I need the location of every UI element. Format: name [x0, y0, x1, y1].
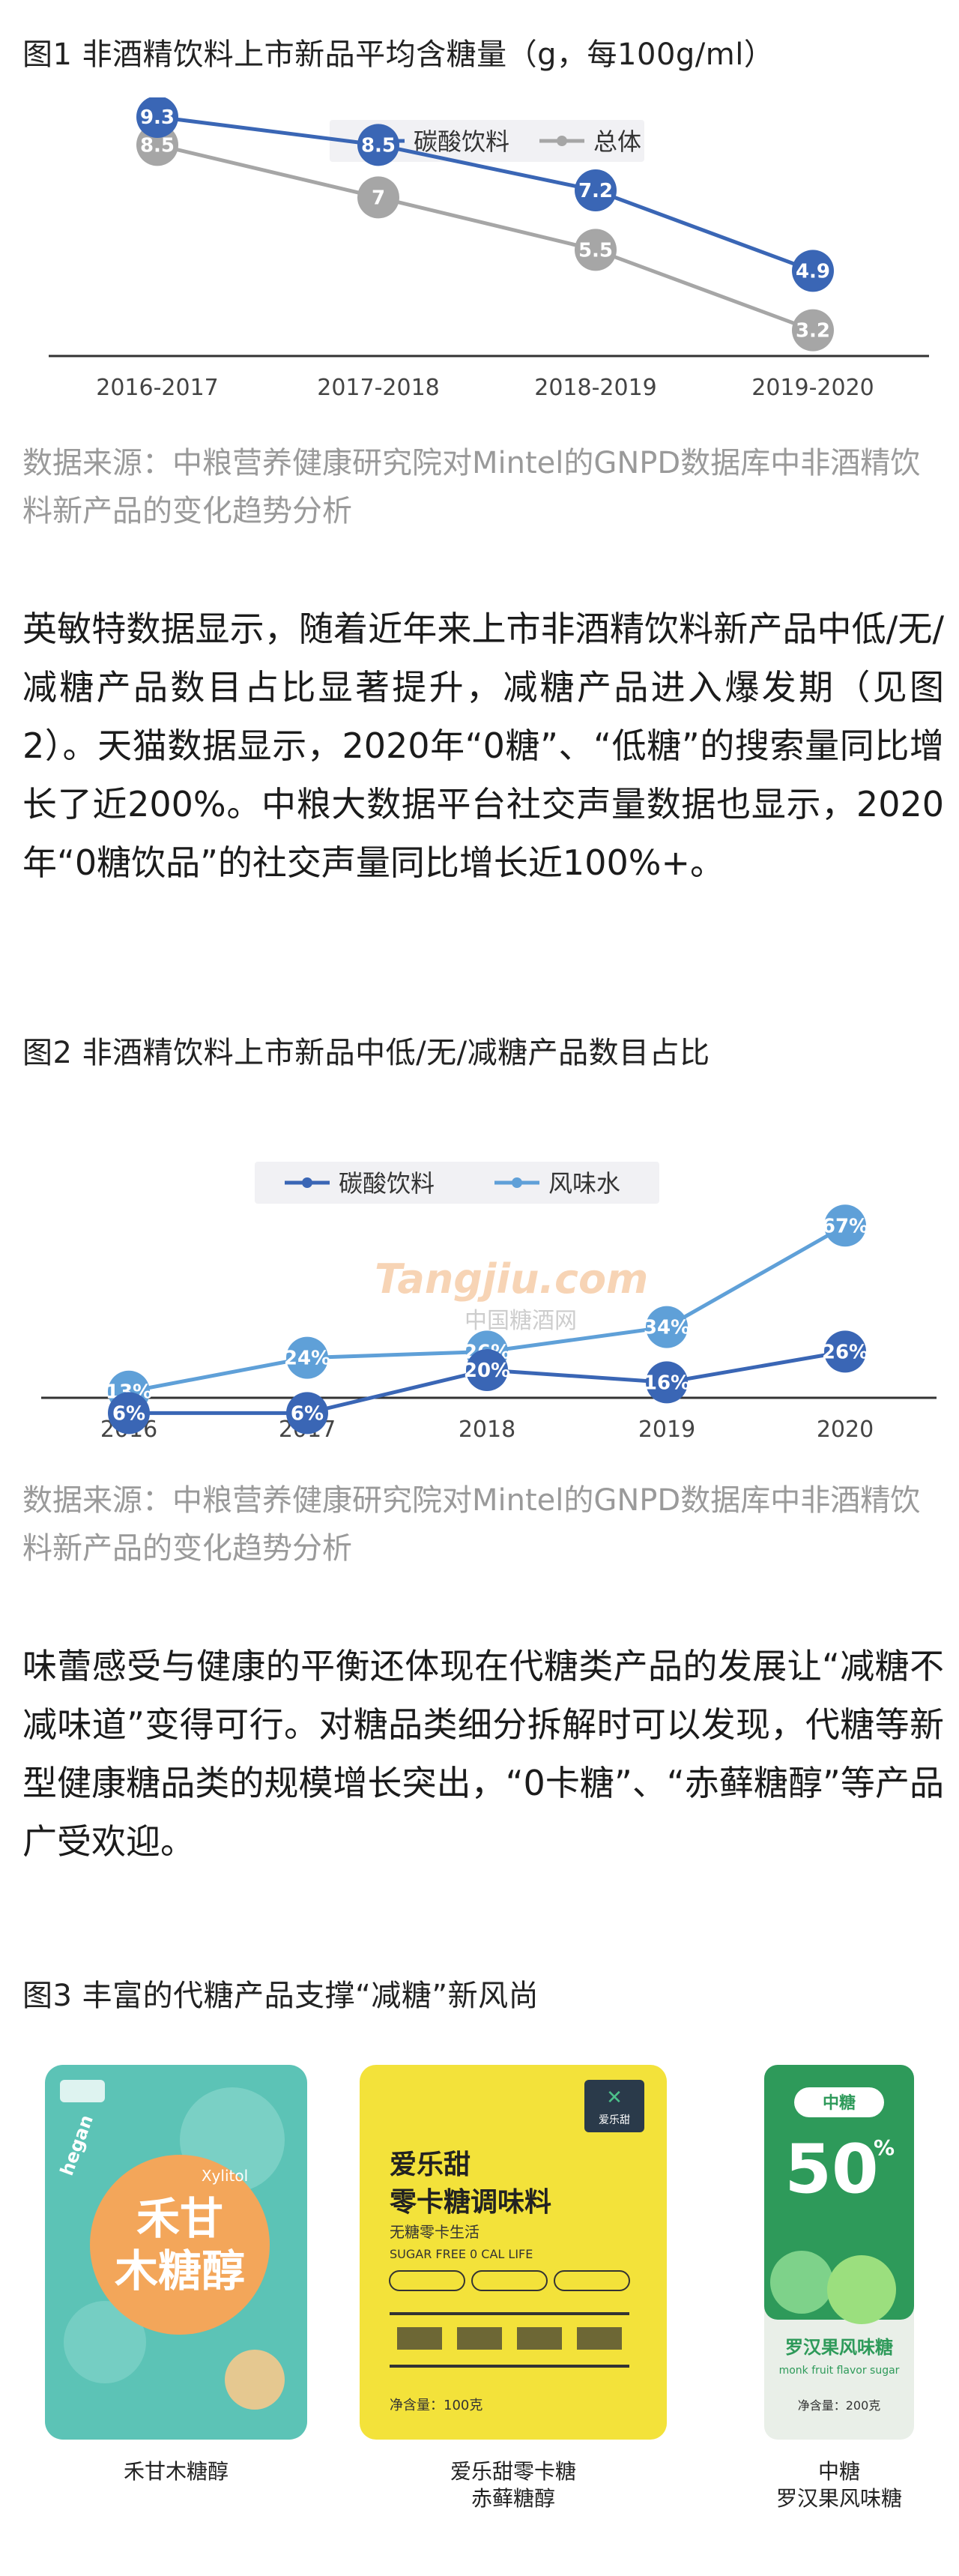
product-hegan-xylitol-label: 禾甘木糖醇: [123, 2459, 229, 2484]
x-tick-label: 2016-2017: [96, 375, 219, 401]
data-label: 8.5: [140, 134, 175, 157]
chart-legend: 碳酸饮料 风味水: [255, 1162, 659, 1204]
svg-text:禾甘: 禾甘: [136, 2193, 223, 2244]
svg-text:%: %: [874, 2135, 895, 2160]
product-hegan-xylitol-image: 禾甘 木糖醇 hegan Xylitol: [37, 2057, 315, 2447]
legend-label-0: 碳酸饮料: [414, 127, 509, 156]
data-point: [575, 229, 617, 271]
data-label: 9.3: [140, 106, 175, 129]
product-ailetian-image: ✕ 爱乐甜 爱乐甜 零卡糖调味料 无糖零卡生活 SUGAR FREE 0 CAL…: [352, 2057, 674, 2447]
svg-text:50: 50: [784, 2130, 878, 2209]
x-tick-label: 2020: [817, 1417, 874, 1443]
data-label: 8.5: [361, 134, 396, 157]
data-label: 7: [372, 187, 385, 209]
data-label: 7.2: [578, 180, 613, 202]
data-label: 3.2: [796, 320, 830, 343]
data-point: [357, 124, 399, 166]
series-line-1: [157, 142, 814, 333]
data-label: 5.5: [578, 239, 613, 262]
fig1-chart: 碳酸饮料 总体 2016-2017 2017-2018 2018-2019 2019-20…: [49, 97, 929, 401]
x-tick-label: 2018-2019: [534, 375, 657, 401]
svg-text:爱乐甜: 爱乐甜: [599, 2114, 630, 2126]
svg-text:净含量：100克: 净含量：100克: [390, 2398, 482, 2413]
svg-text:爱乐甜: 爱乐甜: [390, 2150, 471, 2180]
legend-label-0: 碳酸饮料: [339, 1169, 435, 1198]
svg-text:罗汉果风味糖: 罗汉果风味糖: [785, 2337, 893, 2358]
data-label: 16%: [644, 1372, 690, 1394]
fig1-source: 数据来源：中粮营养健康研究院对Mintel的GNPD数据库中非酒精饮料新产品的变…: [22, 446, 921, 528]
fig2-source: 数据来源：中粮营养健康研究院对Mintel的GNPD数据库中非酒精饮料新产品的变…: [22, 1483, 921, 1566]
data-point: [792, 309, 834, 352]
svg-text:✕: ✕: [606, 2087, 623, 2109]
svg-text:中糖: 中糖: [823, 2093, 856, 2113]
fig3-caption: 图3 丰富的代糖产品支撑“减糖”新风尚: [22, 1979, 539, 2013]
fig2-chart: 碳酸饮料风味水2016201720182019202013%24%26%34%6…: [41, 1162, 937, 1443]
x-tick-label: 2017-2018: [317, 375, 440, 401]
x-tick-label: 2019: [638, 1417, 695, 1443]
svg-text:Xylitol: Xylitol: [202, 2167, 248, 2185]
data-point: [136, 97, 178, 138]
paragraph-2: 味蕾感受与健康的平衡还体现在代糖类产品的发展让“减糖不减味道”变得可行。对糖品类…: [22, 1646, 944, 1862]
data-point: [575, 169, 617, 211]
data-label: 26%: [822, 1341, 868, 1363]
product-zhongtang-image: 中糖 50 % 罗汉果风味糖 monk fruit flavor sugar 净…: [749, 2057, 929, 2447]
data-point: [108, 1392, 150, 1435]
data-label: 67%: [822, 1215, 868, 1237]
product-zhongtang-label: 中糖 罗汉果风味糖: [775, 2459, 902, 2511]
data-point: [646, 1306, 688, 1348]
legend-label-1: 总体: [593, 127, 641, 156]
data-label: 6%: [291, 1402, 324, 1425]
data-label: 6%: [112, 1402, 145, 1425]
data-label: 34%: [644, 1317, 690, 1339]
svg-text:无糖零卡生活: 无糖零卡生活: [390, 2223, 480, 2241]
watermark-brand: Tangjiu.com: [375, 1255, 648, 1303]
fig2-caption: 图2 非酒精饮料上市新品中低/无/减糖产品数目占比: [22, 1036, 710, 1070]
data-point: [824, 1330, 866, 1373]
svg-text:木糖醇: 木糖醇: [115, 2245, 245, 2296]
product-ailetian-label: 爱乐甜零卡糖 赤藓糖醇: [450, 2459, 576, 2511]
data-point: [466, 1349, 508, 1391]
legend-label-1: 风味水: [548, 1169, 620, 1198]
data-label: 4.9: [796, 260, 830, 283]
data-point: [824, 1204, 866, 1247]
fig1-caption: 图1 非酒精饮料上市新品平均含糖量（g，每100g/ml）: [22, 37, 775, 72]
data-point: [357, 176, 399, 219]
data-point: [286, 1336, 328, 1379]
x-tick-label: 2018: [459, 1417, 515, 1443]
svg-text:净含量：200克: 净含量：200克: [798, 2398, 881, 2413]
data-point: [792, 250, 834, 292]
data-label: 24%: [284, 1348, 330, 1370]
data-label: 20%: [464, 1360, 510, 1382]
x-tick-label: 2019-2020: [751, 375, 874, 401]
series-line-0: [157, 115, 814, 273]
data-point: [286, 1392, 328, 1435]
svg-text:monk fruit flavor sugar: monk fruit flavor sugar: [779, 2365, 900, 2377]
svg-text:零卡糖调味料: 零卡糖调味料: [390, 2187, 551, 2218]
svg-text:SUGAR FREE 0 CAL LIFE: SUGAR FREE 0 CAL LIFE: [390, 2247, 533, 2261]
data-point: [646, 1361, 688, 1404]
paragraph-1: 英敏特数据显示，随着近年来上市非酒精饮料新产品中低/无/减糖产品数目占比显著提升…: [22, 609, 944, 883]
watermark-cn: 中国糖酒网: [465, 1308, 577, 1334]
